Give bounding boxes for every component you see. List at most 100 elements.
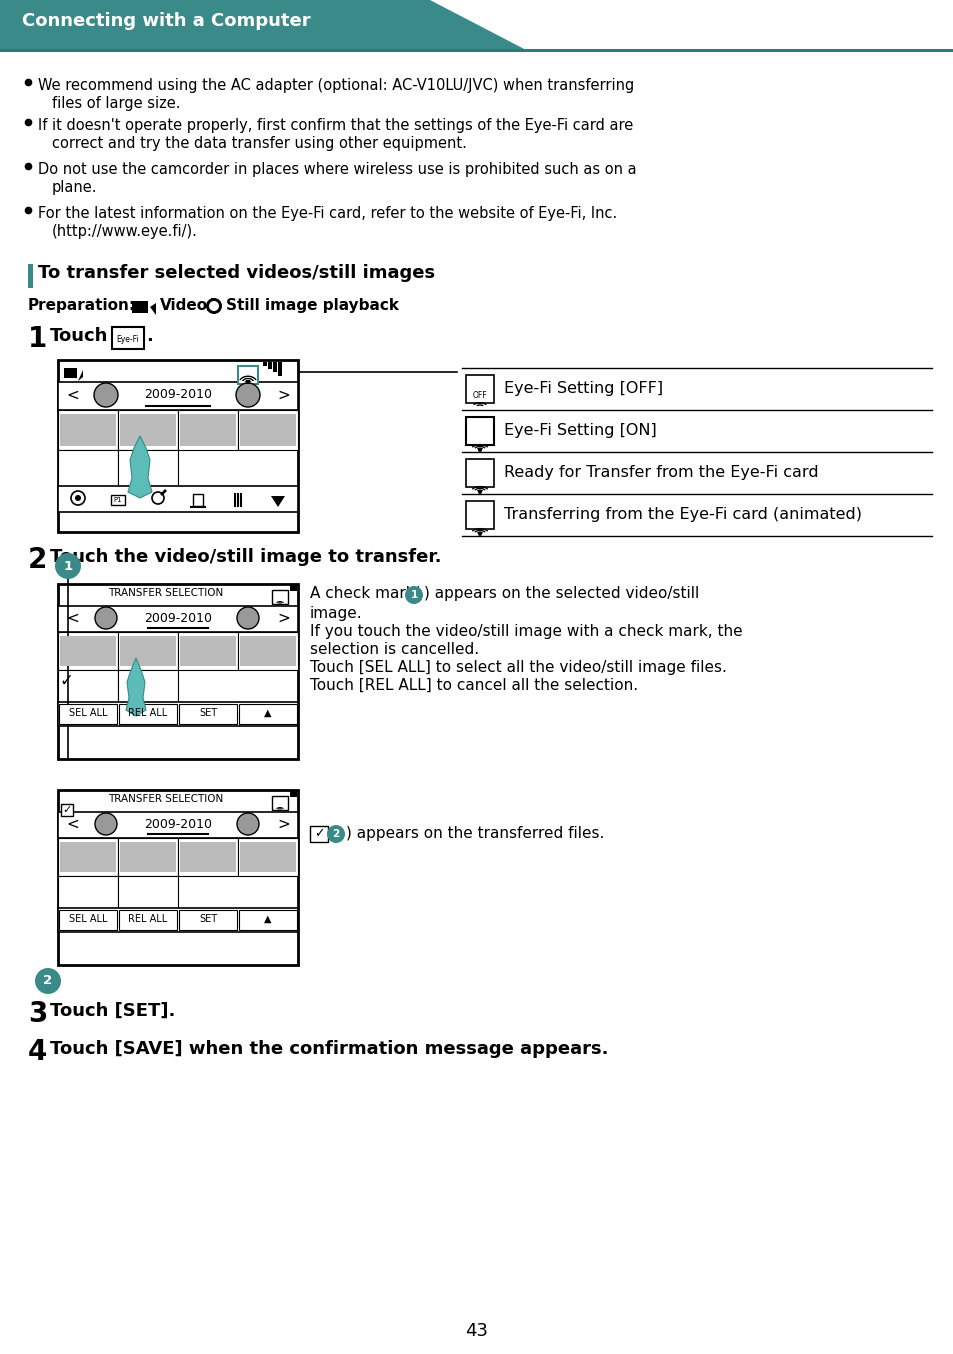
Circle shape	[152, 492, 164, 504]
Text: SET: SET	[199, 708, 217, 718]
Text: Touch the video/still image to transfer.: Touch the video/still image to transfer.	[50, 548, 441, 566]
Bar	[58, 382, 297, 410]
Text: SEL ALL: SEL ALL	[69, 914, 107, 923]
Bar	[58, 789, 297, 965]
Bar	[310, 826, 328, 842]
Bar	[28, 264, 33, 288]
Bar	[58, 812, 297, 838]
Bar	[290, 789, 296, 798]
Bar	[178, 410, 237, 450]
Text: 2: 2	[28, 546, 48, 574]
Bar	[277, 362, 282, 376]
Text: TRANSFER SELECTION: TRANSFER SELECTION	[109, 588, 223, 598]
Text: 4: 4	[28, 1039, 48, 1066]
Circle shape	[477, 532, 481, 536]
Text: ) appears on the selected video/still: ) appears on the selected video/still	[423, 586, 699, 601]
Bar	[119, 704, 177, 724]
Text: To transfer selected videos/still images: To transfer selected videos/still images	[38, 264, 435, 282]
Bar	[118, 838, 178, 876]
Text: Touch [SEL ALL] to select all the video/still image files.: Touch [SEL ALL] to select all the video/…	[310, 659, 726, 676]
Bar	[58, 909, 297, 932]
Text: >: >	[277, 387, 290, 402]
Text: Do not use the camcorder in places where wireless use is prohibited such as on a: Do not use the camcorder in places where…	[38, 162, 636, 177]
Circle shape	[55, 552, 81, 580]
Circle shape	[477, 490, 481, 494]
Bar	[465, 417, 494, 445]
Text: plane.: plane.	[52, 180, 97, 195]
Bar	[58, 670, 118, 701]
Text: <: <	[66, 816, 79, 831]
Bar	[273, 362, 276, 372]
Bar	[64, 368, 77, 378]
Text: 1: 1	[410, 590, 417, 600]
Text: Still image playback: Still image playback	[226, 298, 398, 313]
Text: Touch [SET].: Touch [SET].	[50, 1002, 175, 1020]
Text: <: <	[66, 611, 79, 626]
Text: 2: 2	[44, 975, 52, 987]
Bar	[180, 414, 235, 445]
Text: Video/: Video/	[160, 298, 213, 313]
Text: ▲: ▲	[264, 914, 272, 923]
Circle shape	[235, 383, 260, 408]
Bar	[246, 380, 250, 385]
Text: Touch [REL ALL] to cancel all the selection.: Touch [REL ALL] to cancel all the select…	[310, 678, 638, 693]
Text: If you touch the video/still image with a check mark, the: If you touch the video/still image with …	[310, 624, 741, 639]
Text: 2: 2	[332, 829, 339, 839]
Text: files of large size.: files of large size.	[52, 96, 180, 111]
Text: 43: 43	[465, 1322, 488, 1340]
Bar	[118, 670, 178, 701]
Text: If it doesn't operate properly, first confirm that the settings of the Eye-Fi ca: If it doesn't operate properly, first co…	[38, 118, 633, 133]
Text: ✓: ✓	[60, 672, 73, 691]
Text: Eye-Fi: Eye-Fi	[116, 334, 139, 344]
Text: SET: SET	[199, 914, 217, 923]
Bar	[60, 842, 116, 872]
Bar	[180, 636, 235, 666]
Text: P1: P1	[113, 497, 122, 502]
Bar	[58, 410, 118, 450]
Circle shape	[206, 298, 222, 314]
Bar	[179, 704, 236, 724]
Bar	[58, 607, 297, 632]
Bar	[465, 417, 494, 445]
Text: 1: 1	[63, 559, 72, 573]
Bar	[193, 494, 203, 506]
Bar	[0, 49, 953, 51]
Polygon shape	[430, 0, 953, 51]
Bar	[58, 450, 118, 486]
Circle shape	[236, 812, 258, 835]
Bar	[272, 590, 288, 604]
Bar	[120, 636, 175, 666]
Polygon shape	[126, 658, 146, 716]
Text: >: >	[277, 611, 290, 626]
Bar	[120, 414, 175, 445]
Bar	[179, 910, 236, 930]
Bar	[119, 910, 177, 930]
Circle shape	[35, 968, 61, 994]
Text: .: .	[146, 328, 152, 345]
Text: 1: 1	[28, 325, 48, 353]
Text: (http://www.eye.fi/).: (http://www.eye.fi/).	[52, 223, 197, 240]
Bar	[118, 450, 178, 486]
Bar	[290, 584, 296, 590]
Circle shape	[75, 496, 81, 501]
Circle shape	[94, 383, 118, 408]
Text: ✓: ✓	[314, 827, 324, 841]
Bar	[111, 496, 125, 505]
Circle shape	[95, 812, 117, 835]
Bar	[112, 328, 144, 349]
Bar	[272, 796, 288, 810]
Text: ▲: ▲	[264, 708, 272, 718]
Circle shape	[209, 301, 219, 311]
Circle shape	[477, 448, 481, 452]
Bar	[59, 910, 117, 930]
Bar	[118, 876, 178, 909]
Text: <: <	[66, 387, 79, 402]
Text: 2009-2010: 2009-2010	[144, 389, 212, 402]
Text: >: >	[277, 816, 290, 831]
Text: Transferring from the Eye-Fi card (animated): Transferring from the Eye-Fi card (anima…	[503, 506, 862, 521]
Text: image.: image.	[310, 607, 362, 621]
Bar	[61, 804, 73, 816]
Text: Ready for Transfer from the Eye-Fi card: Ready for Transfer from the Eye-Fi card	[503, 464, 818, 479]
Circle shape	[95, 607, 117, 630]
Circle shape	[327, 825, 345, 844]
